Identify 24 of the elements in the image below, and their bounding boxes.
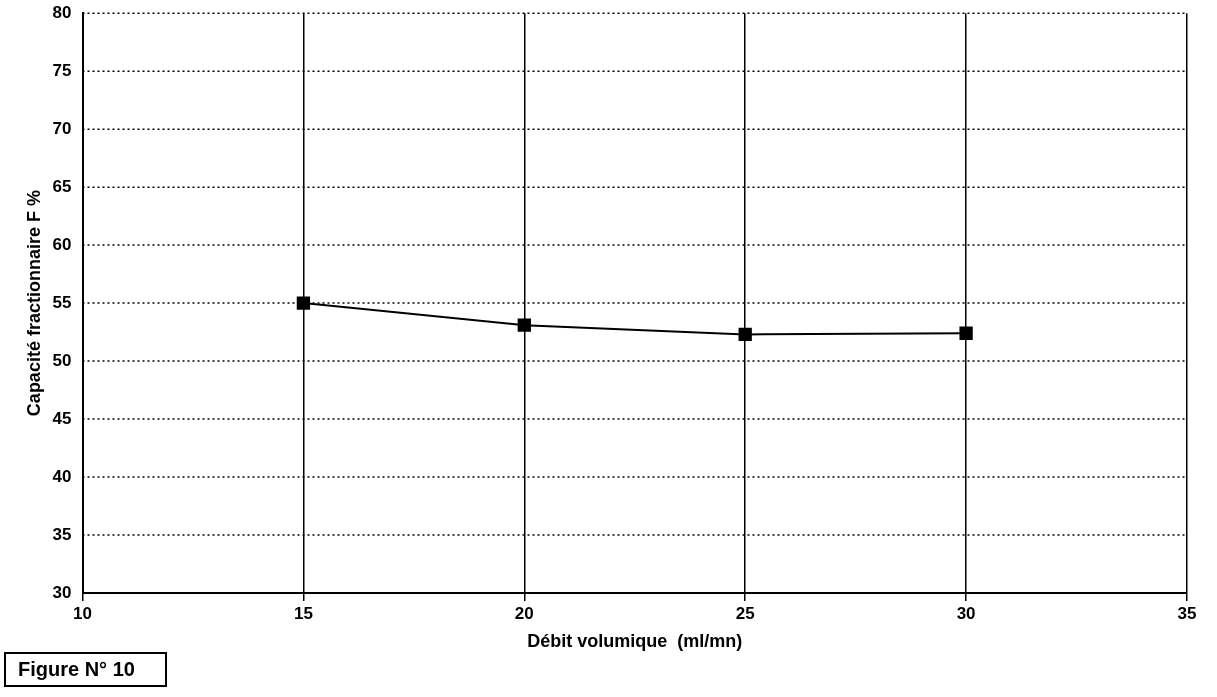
point: [959, 326, 973, 340]
x-tick-label: 20: [514, 603, 534, 623]
y-tick-label: 35: [52, 524, 72, 544]
y-tick-label: 55: [52, 292, 72, 312]
point: [738, 327, 752, 342]
x-tick-label: 30: [956, 603, 976, 623]
y-tick-label: 80: [52, 2, 72, 22]
x-tick-label: 15: [293, 603, 313, 623]
y-tick-label: 45: [52, 408, 72, 428]
y-tick-label: 30: [52, 582, 72, 602]
point: [296, 296, 311, 310]
y-tick-label: 70: [52, 118, 72, 138]
x-tick-label: 35: [1177, 603, 1197, 623]
y-tick-label: 40: [52, 466, 72, 486]
x-tick-label: 10: [73, 603, 92, 623]
text: Figure N° 10: [4, 652, 167, 687]
y-axis-title: Capacité fractionnaire F %: [23, 190, 44, 417]
point: [517, 318, 531, 332]
y-tick-label: 65: [52, 176, 72, 196]
y-tick-label: 50: [52, 350, 72, 370]
y-tick-label: 75: [52, 60, 72, 80]
x-tick-label: 25: [735, 603, 755, 623]
y-tick-label: 60: [52, 234, 72, 254]
x-axis-title: Débit volumique (ml/mn): [527, 631, 743, 652]
